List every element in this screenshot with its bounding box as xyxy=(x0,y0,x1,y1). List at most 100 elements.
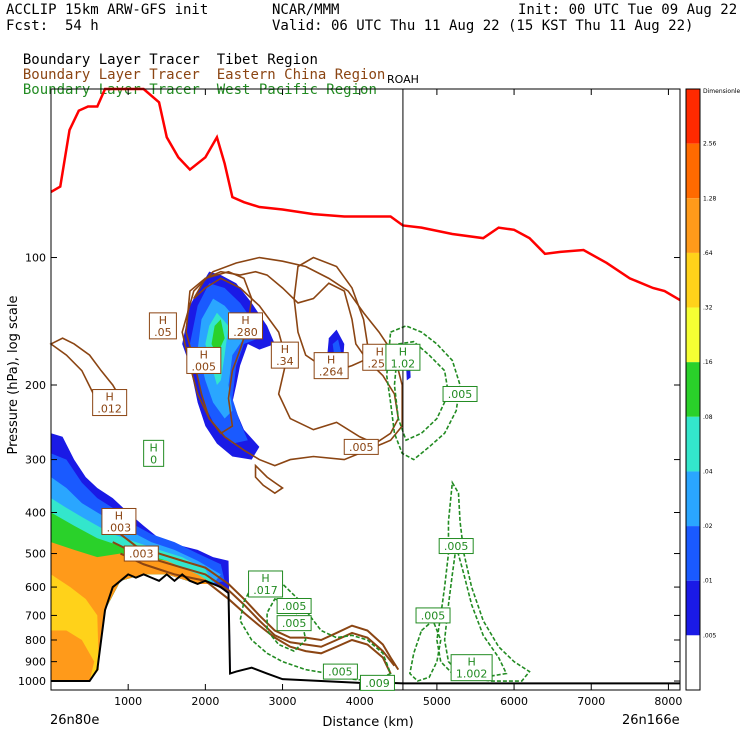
title-eastern-china: Boundary Layer Tracer Eastern China Regi… xyxy=(6,51,385,83)
colorbar-level-label: .005 xyxy=(703,632,717,639)
colorbar-level-label: 1.28 xyxy=(703,195,717,202)
left-endpoint-label: 26n80e xyxy=(50,713,99,728)
h-label-letter: H xyxy=(261,572,269,585)
fcst-value: 54 h xyxy=(65,18,99,34)
h-label-value: 1.02 xyxy=(391,357,416,370)
tropopause-line xyxy=(50,87,681,302)
h-label: H.017 xyxy=(248,570,284,598)
eastern-china-lower-contour-0 xyxy=(104,524,400,671)
tracer-fill-lower-8 xyxy=(51,630,95,682)
contour-value-text: .005 xyxy=(349,441,374,454)
h-label-letter: H xyxy=(376,345,384,358)
h-label-box xyxy=(186,346,222,374)
west-pacific-contour-4 xyxy=(409,619,442,682)
colorbar-level-label: .04 xyxy=(703,468,713,475)
h-label-box xyxy=(92,389,128,417)
h-label: H.264 xyxy=(313,352,349,380)
colorbar-level-label: .64 xyxy=(703,250,713,257)
contour-value-label: .005 xyxy=(438,538,474,555)
contour-value-text: .003 xyxy=(129,548,154,561)
contour-value-text: .005 xyxy=(448,388,473,401)
h-label-box xyxy=(313,352,349,380)
contour-value-box xyxy=(442,385,478,402)
contour-value-box xyxy=(276,615,312,632)
h-label: H.003 xyxy=(101,507,137,535)
x-tick-label: 2000 xyxy=(191,695,219,708)
contour-value-label: .005 xyxy=(322,663,358,680)
title-eastern-china-label: Boundary Layer Tracer xyxy=(22,67,200,83)
y-tick-label: 600 xyxy=(25,581,46,594)
colorbar-level-label: 2.56 xyxy=(703,141,717,148)
colorbar-swatch xyxy=(686,252,700,308)
contour-value-label: .005 xyxy=(276,597,312,614)
contour-value-box xyxy=(123,545,159,562)
h-label-letter: H xyxy=(281,343,289,356)
h-label-value: 0 xyxy=(150,453,157,466)
right-endpoint-label: 26n166e xyxy=(622,713,680,728)
contour-value-box xyxy=(276,597,312,614)
h-label: H.280 xyxy=(227,312,263,340)
eastern-china-contour-0 xyxy=(193,270,400,445)
y-axis-label: Pressure (hPa), log scale xyxy=(6,296,21,455)
h-label-value: .34 xyxy=(276,355,294,368)
colorbar-level-label: .08 xyxy=(703,414,713,421)
y-tick-label: 800 xyxy=(25,634,46,647)
h-label-letter: H xyxy=(327,354,335,367)
h-label-box xyxy=(450,654,493,682)
h-label: H1.02 xyxy=(385,343,421,371)
contour-value-text: .009 xyxy=(365,677,390,690)
h-label-value: .012 xyxy=(97,403,122,416)
contour-value-box xyxy=(415,607,451,624)
terrain-line xyxy=(51,573,680,685)
eastern-china-lower-contour-1 xyxy=(112,541,396,667)
h-label-letter: H xyxy=(241,314,249,327)
x-tick-label: 6000 xyxy=(500,695,528,708)
eastern-china-contour-5 xyxy=(254,463,284,495)
y-tick-label: 300 xyxy=(25,454,46,467)
contour-value-label: .009 xyxy=(359,674,395,691)
x-tick-label: 3000 xyxy=(269,695,297,708)
title-west-pacific: Boundary Layer Tracer West Pacific Regio… xyxy=(6,66,377,98)
h-label-box xyxy=(143,439,165,467)
h-label-letter: H xyxy=(399,345,407,358)
h-label-letter: H xyxy=(115,509,123,522)
h-label-letter: H xyxy=(159,314,167,327)
eastern-china-lower-contour-2 xyxy=(120,552,392,674)
contour-value-text: .005 xyxy=(282,617,307,630)
h-label-value: .003 xyxy=(107,521,132,534)
colorbar-level-label: .32 xyxy=(703,305,713,312)
contour-value-text: .005 xyxy=(282,600,307,613)
colorbar: Dimensionless 2.56 1.28 .64 .32 .16 .08 .04 .02.… xyxy=(685,88,740,691)
h-label: H1.002 xyxy=(450,654,493,682)
colorbar-swatch xyxy=(686,526,700,581)
h-label-value: 1.002 xyxy=(456,668,488,681)
x-tick-label: 5000 xyxy=(423,695,451,708)
y-tick-label: 400 xyxy=(25,506,46,519)
colorbar-swatch xyxy=(686,580,700,636)
colorbar-swatch xyxy=(686,198,700,253)
colorbar-swatch xyxy=(686,143,700,199)
h-label: H0 xyxy=(143,439,165,467)
colorbar-level-label: .16 xyxy=(703,359,713,366)
eastern-china-contour-2 xyxy=(185,270,253,435)
contour-value-box xyxy=(343,438,379,455)
colorbar-level-label: Dimensionless xyxy=(703,88,740,95)
org-label: NCAR/MMM xyxy=(272,2,340,18)
colorbar-level-label: .02 xyxy=(703,523,713,530)
h-label: H.34 xyxy=(270,341,299,369)
title-eastern-china-region: Eastern China Region xyxy=(216,67,386,83)
colorbar-swatch xyxy=(686,635,700,690)
h-label-letter: H xyxy=(106,391,114,404)
contour-value-label: .005 xyxy=(276,615,312,632)
y-tick-label: 100 xyxy=(25,252,46,265)
colorbar-swatch xyxy=(686,416,700,472)
h-label-box xyxy=(148,312,177,340)
h-label-value: .264 xyxy=(319,366,344,379)
x-tick-label: 7000 xyxy=(577,695,605,708)
h-label-value: .05 xyxy=(154,326,172,339)
contour-value-box xyxy=(322,663,358,680)
valid-time: Valid: 06 UTC Thu 11 Aug 22 (15 KST Thu … xyxy=(272,18,694,34)
eastern-china-contour-1 xyxy=(181,256,403,467)
y-tick-label: 1000 xyxy=(18,675,46,688)
